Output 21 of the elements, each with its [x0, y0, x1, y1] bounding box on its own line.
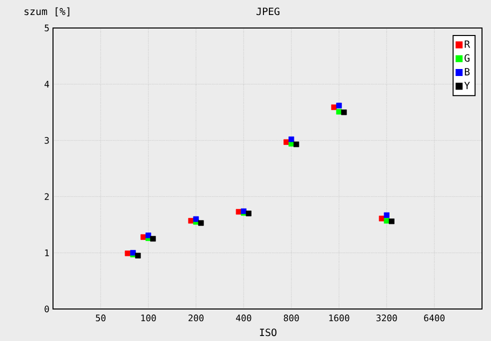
y-tick-label: 3: [44, 137, 49, 144]
y-tick-label: 5: [44, 24, 49, 32]
legend-label: Y: [464, 82, 470, 90]
y-tick-label: 0: [44, 306, 49, 312]
chart-title: JPEG: [256, 8, 280, 16]
x-tick-label: 3200: [376, 314, 397, 322]
y-tick-label: 2: [44, 193, 49, 200]
x-tick-label: 800: [284, 314, 299, 322]
x-tick-label: 1600: [329, 314, 350, 322]
x-tick-label: 200: [188, 314, 204, 322]
y-axis-title: szum [%]: [24, 7, 70, 16]
x-tick-label: 50: [96, 314, 106, 322]
x-axis-title: ISO: [260, 328, 276, 336]
y-tick-label: 1: [45, 250, 49, 256]
y-tick-label: 4: [44, 80, 50, 88]
legend-label: R: [464, 40, 470, 48]
legend-label: B: [464, 68, 470, 76]
x-tick-label: 400: [236, 314, 252, 322]
legend-label: G: [464, 54, 470, 62]
x-tick-label: 6400: [424, 314, 445, 322]
x-tick-label: 100: [141, 314, 156, 322]
